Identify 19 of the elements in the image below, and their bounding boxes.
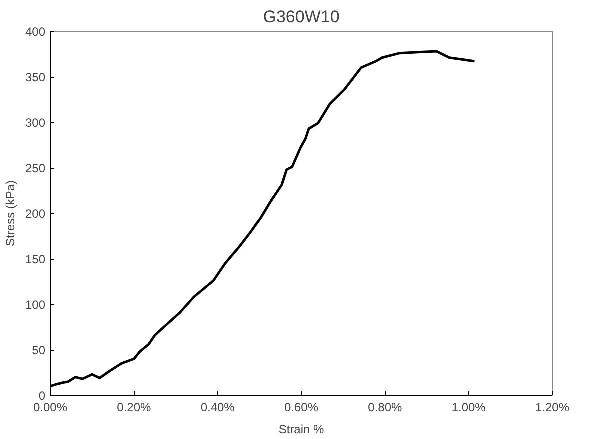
y-tick-label: 350 [25, 70, 46, 84]
x-tick-label: 0.20% [117, 400, 152, 414]
x-tick-label: 1.20% [535, 400, 570, 414]
y-tick-label: 250 [25, 162, 46, 176]
y-tick-label: 400 [25, 25, 46, 39]
x-tick-label: 0.60% [284, 400, 319, 414]
y-tick-label: 200 [25, 207, 46, 221]
y-tick-label: 50 [32, 344, 46, 358]
x-tick-label: 0.40% [200, 400, 236, 414]
x-tick-label: 0.00% [33, 400, 68, 414]
y-axis-title: Stress (kPa) [3, 180, 18, 247]
x-axis-title: Strain % [278, 422, 325, 436]
y-tick-label: 300 [25, 116, 46, 130]
chart-title: G360W10 [263, 8, 340, 26]
y-tick-label: 0 [38, 389, 46, 403]
y-tick-label: 100 [25, 298, 46, 312]
x-tick-label: 1.00% [452, 400, 486, 414]
y-tick-label: 150 [25, 252, 46, 266]
x-tick-label: 0.80% [368, 400, 403, 414]
